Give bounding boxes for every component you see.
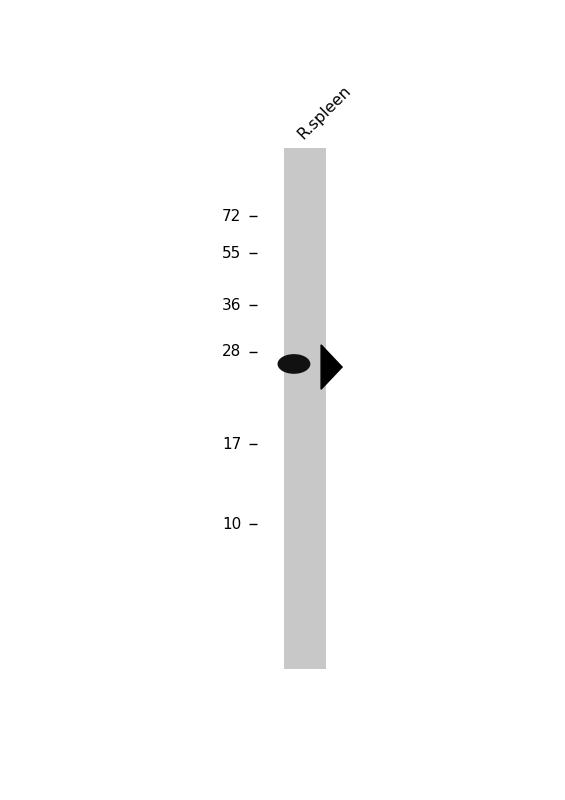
Polygon shape: [321, 345, 342, 390]
Text: 36: 36: [222, 298, 241, 313]
Ellipse shape: [277, 354, 310, 374]
Bar: [284, 148, 325, 669]
Text: 55: 55: [222, 246, 241, 261]
Text: 17: 17: [222, 437, 241, 451]
Text: 72: 72: [222, 209, 241, 224]
Text: 28: 28: [222, 344, 241, 359]
Text: R.spleen: R.spleen: [294, 83, 354, 142]
Text: 10: 10: [222, 517, 241, 532]
